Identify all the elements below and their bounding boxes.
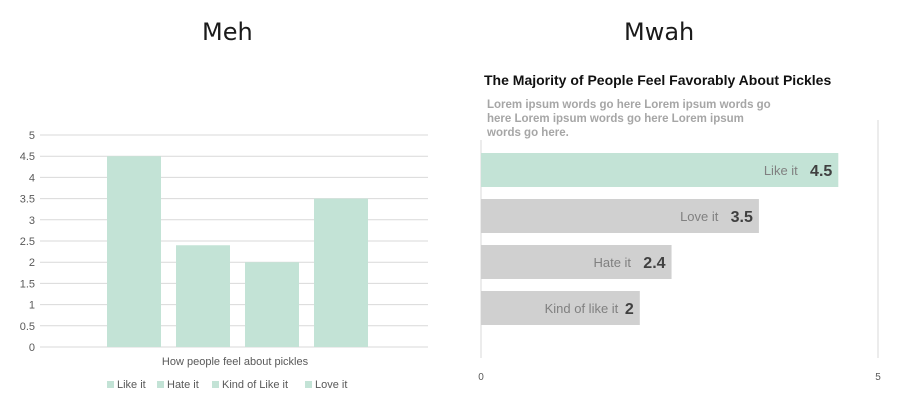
legend-swatch [107,381,114,388]
bar-kind-of-like-it [481,291,640,325]
bar-love-it [314,198,368,347]
legend-swatch [157,381,164,388]
bar-hate-it [481,245,672,279]
y-tick-label: 0 [29,342,35,354]
y-tick-label: 1.5 [20,278,35,290]
legend-label: Hate it [167,379,199,391]
legend-swatch [305,381,312,388]
chart-subtitle-line: words go here. [486,127,569,139]
x-axis-label: How people feel about pickles [162,356,309,368]
chart-subtitle-line: Lorem ipsum words go here Lorem ipsum wo… [487,99,771,111]
bar-category-label: Like it [764,163,798,178]
bar-like-it [481,153,839,187]
y-tick-label: 5 [29,130,35,142]
x-tick-label: 5 [875,372,881,383]
y-tick-label: 2 [29,257,35,269]
y-tick-label: 3.5 [20,194,35,206]
bar-kind-of-like-it [245,262,299,347]
bar-value-label: 4.5 [810,163,832,180]
bar-love-it [481,199,759,233]
chart-subtitle-line: here Lorem ipsum words go here Lorem ips… [487,113,744,125]
y-tick-label: 3 [29,215,35,227]
legend-label: Kind of Like it [222,379,288,391]
bar-value-label: 3.5 [731,209,753,226]
y-tick-label: 0.5 [20,321,35,333]
right-heading: Mwah [624,18,695,46]
bar-like-it [107,156,161,347]
bar-value-label: 2 [625,301,634,318]
y-tick-label: 4.5 [20,151,35,163]
legend-label: Like it [117,379,146,391]
legend-swatch [212,381,219,388]
legend-label: Love it [315,379,347,391]
bar-value-label: 2.4 [643,255,665,272]
bar-category-label: Kind of like it [545,301,619,316]
bar-category-label: Hate it [593,255,631,270]
bar-category-label: Love it [680,209,719,224]
left-heading: Meh [202,18,253,46]
y-tick-label: 4 [29,172,35,184]
y-tick-label: 2.5 [20,236,35,248]
bar-hate-it [176,245,230,347]
y-tick-label: 1 [29,300,35,312]
chart-title: The Majority of People Feel Favorably Ab… [484,72,831,88]
x-tick-label: 0 [478,372,484,383]
